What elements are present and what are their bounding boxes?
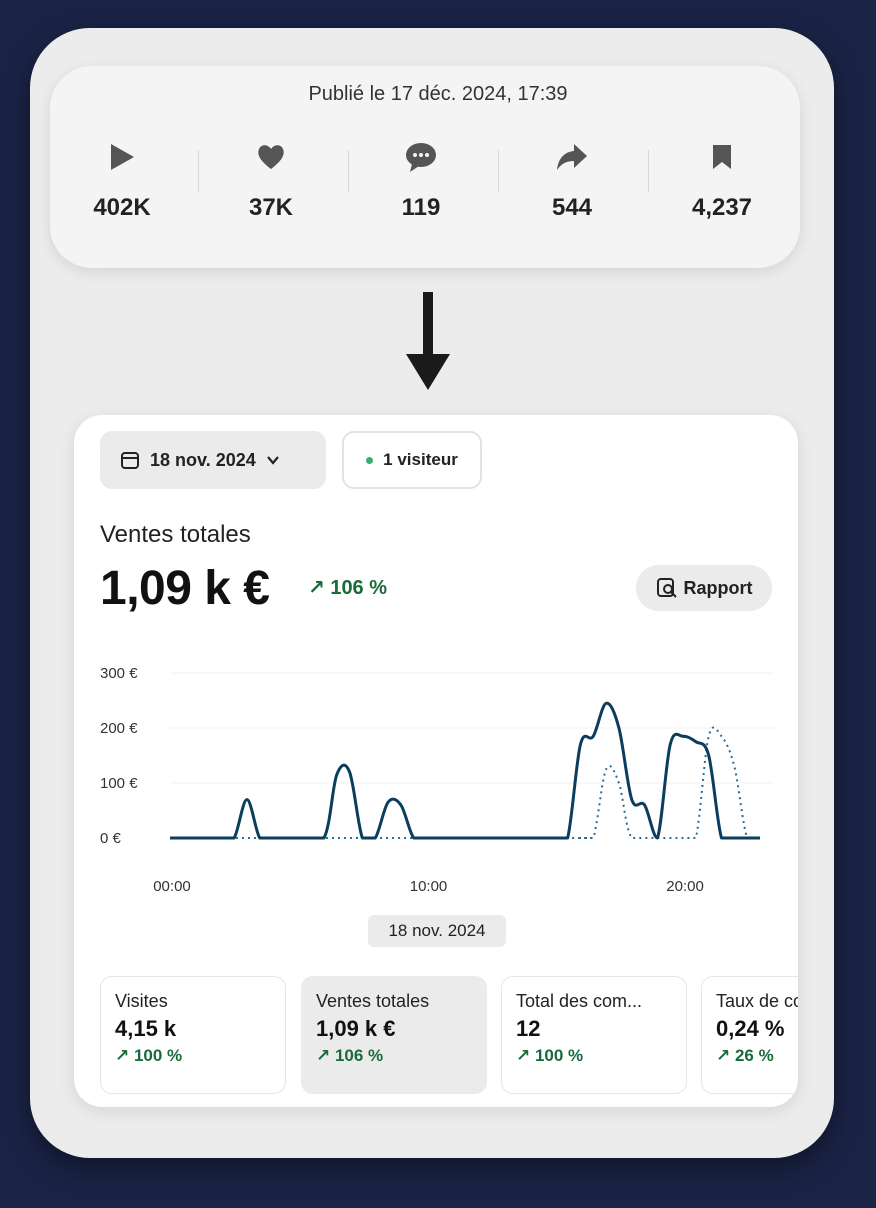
play-icon: [57, 140, 187, 174]
report-icon: [656, 578, 677, 598]
metric-value: 4,15 k: [115, 1016, 177, 1041]
metric-change: ↗ 26 %: [716, 1046, 774, 1065]
report-label: Rapport: [683, 577, 753, 598]
metric-card-conversion[interactable]: Taux de conversion 0,24 % ↗ 26 %: [701, 976, 798, 1094]
metric-label: Visites: [115, 991, 168, 1011]
views-count: 402K: [93, 194, 151, 221]
divider: [198, 150, 199, 192]
likes-count: 37K: [248, 194, 294, 221]
metric-label: Total des com...: [516, 991, 643, 1011]
metric-value: 0,24 %: [716, 1016, 785, 1041]
chevron-down-icon: [266, 456, 279, 465]
sales-change: ↗ 106 %: [308, 577, 388, 599]
shares-count: 544: [551, 194, 593, 221]
x-tick-label: 10:00: [410, 878, 448, 895]
calendar-icon: [121, 452, 139, 469]
visitor-count: 1 visiteur: [383, 450, 458, 469]
metric-value: 12: [516, 1016, 541, 1041]
y-tick-label: 300 €: [100, 665, 138, 682]
metric-card-sales[interactable]: Ventes totales 1,09 k € ↗ 106 %: [301, 976, 487, 1094]
comment-icon: [356, 140, 486, 174]
metric-change: ↗ 100 %: [115, 1046, 183, 1065]
sales-series-line: [170, 701, 760, 840]
shop-analytics-card: 18 nov. 2024 1 visiteur Ventes totales 1…: [74, 415, 798, 1107]
divider: [498, 150, 499, 192]
stat-saves[interactable]: 4,237: [657, 140, 787, 222]
stat-views[interactable]: 402K: [57, 140, 187, 222]
sales-chart: 0 € 100 € 200 € 300 € 00:00 10:00 20:00: [100, 665, 774, 895]
metric-change: ↗ 100 %: [516, 1046, 584, 1065]
stat-likes[interactable]: 37K: [206, 140, 336, 222]
metric-label: Ventes totales: [316, 991, 430, 1011]
y-tick-label: 200 €: [100, 720, 138, 737]
divider: [648, 150, 649, 192]
date-filter-label: 18 nov. 2024: [150, 449, 256, 470]
chart-date-label: 18 nov. 2024: [368, 915, 506, 947]
social-stats-card: [50, 66, 800, 268]
sales-value: 1,09 k €: [100, 562, 270, 615]
saves-count: 4,237: [691, 194, 753, 221]
report-button[interactable]: Rapport: [636, 565, 772, 611]
metric-card-visits[interactable]: Visites 4,15 k ↗ 100 %: [100, 976, 286, 1094]
arrow-down-icon: [400, 292, 456, 397]
metric-value: 1,09 k €: [316, 1016, 396, 1041]
metric-card-orders[interactable]: Total des com... 12 ↗ 100 %: [501, 976, 687, 1094]
share-icon: [507, 140, 637, 174]
online-dot-icon: [366, 456, 374, 464]
y-tick-label: 0 €: [100, 830, 122, 847]
stat-shares[interactable]: 544: [507, 140, 637, 222]
comments-count: 119: [401, 194, 441, 221]
x-tick-label: 20:00: [666, 878, 704, 895]
heart-icon: [206, 140, 336, 174]
sales-label: Ventes totales: [100, 521, 251, 548]
y-tick-label: 100 €: [100, 775, 138, 792]
published-date: Publié le 17 déc. 2024, 17:39: [308, 83, 568, 105]
metric-change: ↗ 106 %: [316, 1046, 384, 1065]
x-tick-label: 00:00: [153, 878, 191, 895]
live-visitors-button[interactable]: 1 visiteur: [342, 431, 482, 489]
metric-label: Taux de conversion: [716, 991, 798, 1011]
bookmark-icon: [657, 140, 787, 174]
divider: [348, 150, 349, 192]
date-filter-button[interactable]: 18 nov. 2024: [100, 431, 326, 489]
stat-comments[interactable]: 119: [356, 140, 486, 222]
